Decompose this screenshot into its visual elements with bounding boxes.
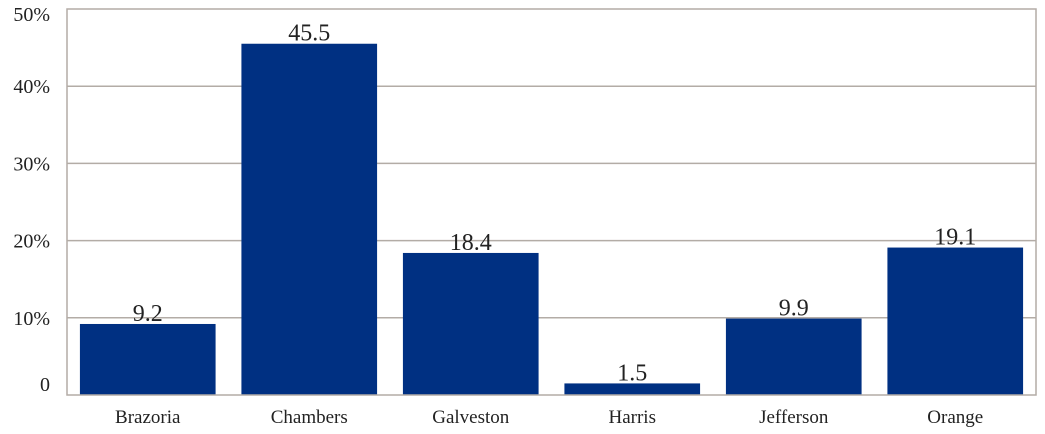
bar-jefferson — [725, 318, 862, 395]
y-tick-label: 40% — [13, 76, 50, 98]
y-tick-label: 20% — [13, 231, 50, 253]
bar-harris — [564, 383, 701, 395]
x-tick-label: Chambers — [271, 407, 348, 428]
bar-orange — [887, 247, 1024, 395]
y-tick-label: 0 — [40, 374, 50, 396]
bar-chambers — [241, 43, 378, 396]
data-labels: 9.2 45.5 18.4 1.5 9.9 19.1 — [133, 21, 977, 387]
data-label: 1.5 — [617, 360, 647, 386]
bar-galveston — [402, 252, 539, 395]
bars — [79, 43, 1024, 396]
data-label: 18.4 — [450, 230, 492, 256]
y-tick-label: 30% — [13, 153, 50, 175]
data-label: 9.2 — [133, 301, 163, 327]
plot-frame — [66, 8, 1037, 396]
x-tick-label: Brazoria — [115, 407, 181, 428]
bar-brazoria — [79, 323, 216, 395]
y-tick-label: 10% — [13, 308, 50, 330]
x-tick-label: Harris — [609, 407, 656, 428]
data-label: 19.1 — [934, 225, 976, 251]
x-tick-label: Galveston — [432, 407, 510, 428]
data-label: 9.9 — [779, 296, 809, 322]
gridlines — [67, 85, 1036, 319]
data-label: 45.5 — [288, 21, 330, 47]
y-tick-label: 50% — [13, 4, 50, 26]
x-tick-label: Jefferson — [759, 407, 829, 428]
y-axis-ticks: 0 10% 20% 30% 40% 50% — [13, 4, 50, 396]
x-tick-label: Orange — [927, 407, 983, 428]
x-axis-ticks: Brazoria Chambers Galveston Harris Jefferson… — [115, 407, 983, 428]
